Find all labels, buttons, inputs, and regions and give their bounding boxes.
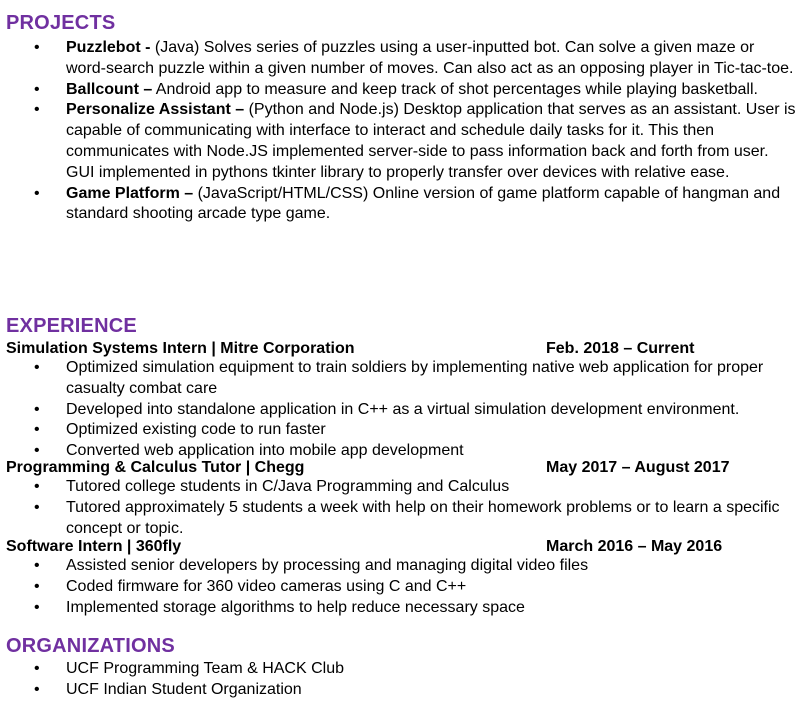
list-item: Ballcount – Android app to measure and k… [0, 80, 796, 101]
job-header: Programming & Calculus Tutor | Chegg May… [6, 458, 796, 478]
job-header: Simulation Systems Intern | Mitre Corpor… [6, 339, 796, 359]
list-item: Converted web application into mobile ap… [0, 441, 796, 462]
job-header: Software Intern | 360fly March 2016 – Ma… [6, 537, 796, 557]
project-description: (JavaScript/HTML/CSS) Online version of … [66, 184, 781, 223]
organizations-list: UCF Programming Team & HACK Club UCF Ind… [0, 659, 796, 701]
project-name: Ballcount – [66, 80, 153, 98]
list-item: Tutored approximately 5 students a week … [0, 498, 796, 540]
job-title: Simulation Systems Intern | Mitre Corpor… [6, 340, 355, 357]
list-item: UCF Indian Student Organization [0, 680, 796, 701]
project-description: Android app to measure and keep track of… [152, 80, 758, 98]
job-dates: Feb. 2018 – Current [546, 340, 695, 357]
project-name: Game Platform – [66, 184, 194, 202]
list-item: Coded firmware for 360 video cameras usi… [0, 577, 796, 598]
job-dates: May 2017 – August 2017 [546, 459, 730, 476]
project-name: Personalize Assistant – [66, 101, 245, 119]
list-item: Assisted senior developers by processing… [0, 556, 796, 577]
project-description: (Java) Solves series of puzzles using a … [66, 39, 794, 77]
organizations-heading: ORGANIZATIONS [6, 635, 175, 657]
list-item: Game Platform – (JavaScript/HTML/CSS) On… [0, 184, 796, 226]
project-description: (Python and Node.js) Desktop application… [66, 101, 796, 181]
job-title: Software Intern | 360fly [6, 538, 182, 555]
job-bullets: Tutored college students in C/Java Progr… [0, 477, 796, 539]
projects-list: Puzzlebot - (Java) Solves series of puzz… [0, 38, 796, 225]
job-dates: March 2016 – May 2016 [546, 538, 723, 555]
list-item: Implemented storage algorithms to help r… [0, 598, 796, 619]
list-item: Tutored college students in C/Java Progr… [0, 477, 796, 498]
job-bullets: Assisted senior developers by processing… [0, 556, 796, 618]
project-name: Puzzlebot - [66, 39, 151, 56]
list-item: Puzzlebot - (Java) Solves series of puzz… [0, 38, 796, 80]
list-item: Developed into standalone application in… [0, 400, 796, 421]
list-item: Personalize Assistant – (Python and Node… [0, 100, 796, 183]
list-item: Optimized simulation equipment to train … [0, 358, 796, 400]
list-item: UCF Programming Team & HACK Club [0, 659, 796, 680]
projects-heading: PROJECTS [6, 12, 116, 34]
job-title: Programming & Calculus Tutor | Chegg [6, 459, 305, 476]
job-bullets: Optimized simulation equipment to train … [0, 358, 796, 462]
list-item: Optimized existing code to run faster [0, 420, 796, 441]
experience-heading: EXPERIENCE [6, 315, 137, 337]
